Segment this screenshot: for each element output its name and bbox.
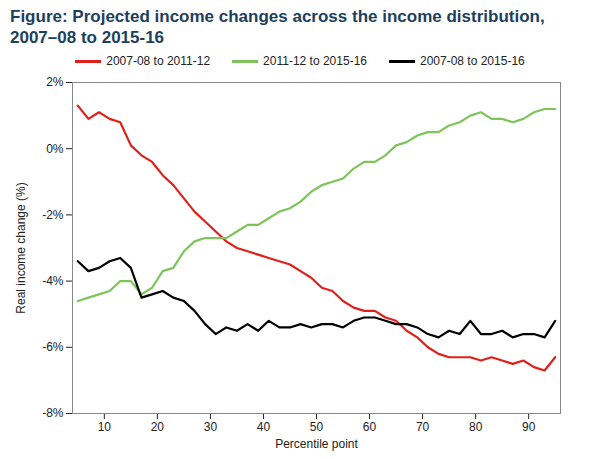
svg-text:50: 50 bbox=[310, 420, 324, 434]
svg-text:90: 90 bbox=[522, 420, 536, 434]
svg-text:-4%: -4% bbox=[42, 274, 64, 288]
html-text:2011-12 to 2015-16: 2011-12 to 2015-16 bbox=[263, 54, 367, 68]
svg-text:0%: 0% bbox=[46, 142, 64, 156]
svg-text:60: 60 bbox=[363, 420, 377, 434]
svg-text:30: 30 bbox=[204, 420, 218, 434]
svg-text:-2%: -2% bbox=[42, 208, 64, 222]
svg-text:20: 20 bbox=[151, 420, 165, 434]
html-text:Figure: Projected income chang: Figure: Projected income changes across … bbox=[10, 7, 545, 47]
svg-text:40: 40 bbox=[257, 420, 271, 434]
svg-text:10: 10 bbox=[98, 420, 112, 434]
svg-text:Real income change (%): Real income change (%) bbox=[14, 182, 28, 313]
svg-text:Percentile point: Percentile point bbox=[275, 437, 358, 451]
svg-text:2%: 2% bbox=[46, 75, 64, 89]
html-text:2007-08 to 2011-12: 2007-08 to 2011-12 bbox=[106, 54, 211, 68]
svg-text:-8%: -8% bbox=[42, 406, 64, 420]
html-text:2007-08 to 2015-16: 2007-08 to 2015-16 bbox=[420, 54, 525, 68]
svg-text:70: 70 bbox=[416, 420, 430, 434]
svg-text:-6%: -6% bbox=[42, 340, 64, 354]
svg-text:80: 80 bbox=[469, 420, 483, 434]
